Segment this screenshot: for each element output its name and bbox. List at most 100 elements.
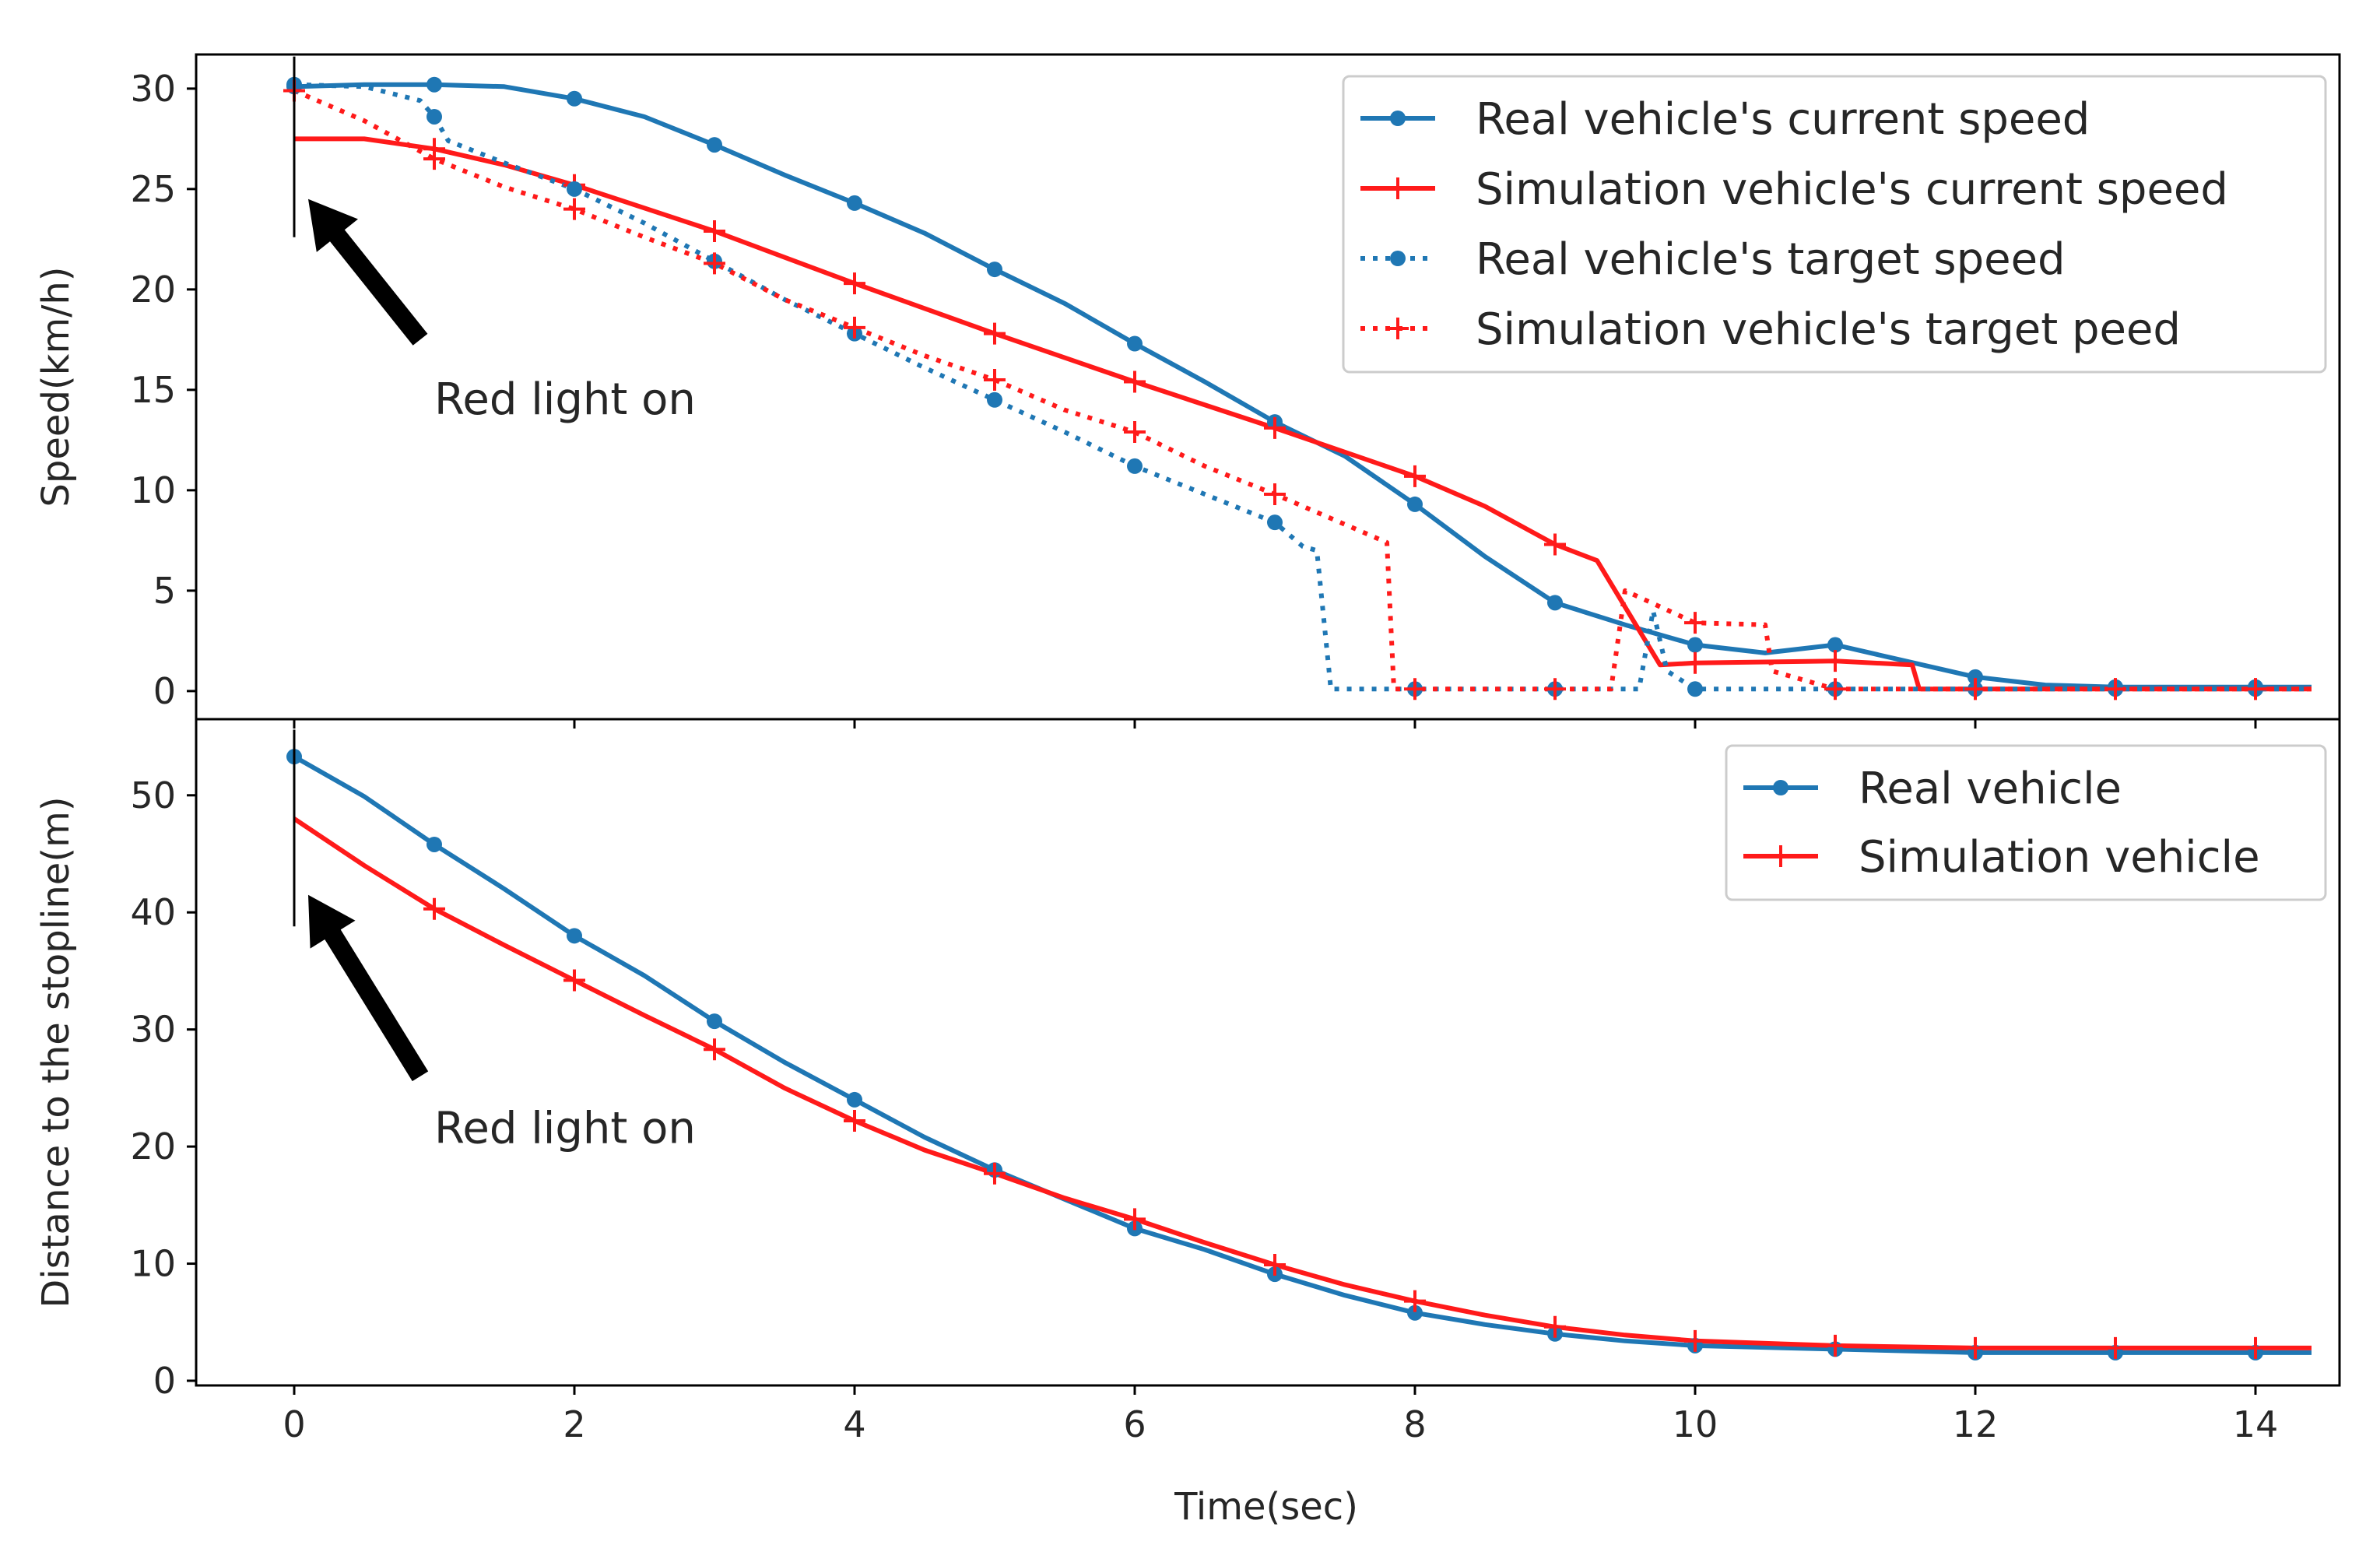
- series-marker-1-0-3: [707, 1013, 722, 1030]
- legend-label: Simulation vehicle: [1859, 832, 2260, 883]
- series-line-0-3: [293, 88, 2312, 692]
- legend-label: Simulation vehicle's target peed: [1476, 304, 2181, 355]
- x-tick-label: 12: [1953, 1403, 1999, 1445]
- x-tick-label: 14: [2233, 1403, 2279, 1445]
- y-tick-label: 30: [130, 68, 176, 110]
- y-tick-label: 25: [130, 168, 176, 210]
- legend: Real vehicle's current speed Simulation v…: [1342, 75, 2327, 374]
- series-marker-0-0-4: [847, 195, 862, 211]
- axes-frame: [195, 718, 2341, 1387]
- x-tick-label: 8: [1403, 1403, 1426, 1445]
- legend: Real vehicle Simulation vehicle: [1725, 744, 2327, 901]
- series-marker-1-1-7: [1404, 1290, 1426, 1312]
- annotation-text: Red light on: [434, 1104, 696, 1154]
- series-marker-0-3-7: [1264, 483, 1286, 506]
- series-marker-0-2-6: [1127, 458, 1143, 474]
- series-marker-0-1-10: [1824, 650, 1846, 672]
- series-marker-0-0-2: [567, 90, 582, 107]
- legend-box: [1342, 75, 2327, 374]
- series-marker-0-2-5: [987, 392, 1002, 408]
- y-tick-label: 10: [130, 1243, 176, 1285]
- series-marker-1-1-0: [423, 897, 445, 920]
- series-marker-1-1-12: [2104, 1336, 2126, 1359]
- series-marker-0-3-8: [1404, 678, 1426, 701]
- series-marker-0-2-2: [567, 181, 582, 197]
- legend-label: Real vehicle's current speed: [1476, 94, 2090, 145]
- series-marker-1-0-1: [427, 836, 442, 852]
- series-marker-0-3-3: [704, 252, 725, 275]
- x-tick-label: 2: [563, 1403, 585, 1445]
- series-marker-0-0-6: [1127, 335, 1143, 352]
- y-tick-label: 0: [153, 670, 176, 712]
- series-marker-0-3-10: [1684, 612, 1706, 634]
- series-line-1-1: [293, 816, 2312, 1350]
- series-marker-0-3-6: [1124, 421, 1146, 444]
- series-marker-0-3-9: [1544, 678, 1566, 701]
- series-marker-1-1-3: [844, 1110, 865, 1132]
- series-marker-1-1-10: [1824, 1334, 1846, 1357]
- series-marker-0-1-5: [1124, 370, 1146, 393]
- series-marker-1-1-6: [1264, 1254, 1286, 1276]
- y-tick-label: 50: [130, 774, 176, 816]
- series-marker-0-3-12: [1964, 678, 1986, 701]
- series-marker-0-1-4: [984, 322, 1006, 345]
- series-marker-0-3-4: [844, 316, 865, 339]
- series-marker-0-1-7: [1404, 465, 1426, 487]
- series-marker-0-1-8: [1544, 533, 1566, 556]
- series-marker-0-3-1: [423, 148, 445, 170]
- series-marker-0-0-9: [1547, 595, 1563, 611]
- series-marker-1-1-4: [984, 1162, 1006, 1185]
- series-line-0-2: [293, 82, 2312, 692]
- series-marker-1-1-5: [1124, 1208, 1146, 1231]
- y-axis-label: Distance to the stopline(m): [34, 796, 78, 1308]
- series-marker-0-0-12: [1968, 669, 1983, 685]
- series-marker-0-1-2: [704, 220, 725, 243]
- legend-marker: [1390, 111, 1406, 126]
- series-marker-0-0-11: [1827, 637, 1843, 653]
- x-tick-label: 4: [843, 1403, 865, 1445]
- series-line-1-0: [293, 754, 2312, 1355]
- series-marker-1-0-4: [847, 1091, 862, 1108]
- annotation-text: Red light on: [434, 374, 696, 425]
- series-marker-0-3-11: [1824, 678, 1846, 701]
- x-axis-label: Time(sec): [1174, 1485, 1358, 1529]
- series-marker-1-1-11: [1964, 1336, 1986, 1359]
- x-tick-label: 10: [1673, 1403, 1718, 1445]
- y-tick-label: 15: [130, 369, 176, 411]
- x-tick-label: 0: [283, 1403, 305, 1445]
- y-tick-label: 0: [153, 1360, 176, 1402]
- annotation-arrow: [308, 894, 429, 1082]
- y-tick-label: 20: [130, 1125, 176, 1168]
- series-marker-0-3-13: [2104, 678, 2126, 701]
- y-tick-label: 20: [130, 269, 176, 311]
- series-marker-0-0-10: [1687, 637, 1703, 653]
- distance-panel: Red light on 0 10 20 30 40 50 0 2 4 6 8 10 12 14 Distan…: [34, 718, 2341, 1445]
- y-tick-label: 10: [130, 469, 176, 511]
- x-tick-label: 6: [1123, 1403, 1146, 1445]
- legend-marker: [1387, 318, 1409, 339]
- speed-panel: Red light on 0 5 10 15 20 25 30 Speed(km/h) Real …: [34, 53, 2341, 729]
- series-marker-0-1-3: [844, 272, 865, 295]
- series-marker-1-1-1: [563, 969, 585, 992]
- series-marker-0-0-1: [427, 76, 442, 93]
- legend-label: Real vehicle: [1859, 764, 2122, 814]
- series-marker-1-1-2: [704, 1038, 725, 1061]
- legend-marker: [1387, 177, 1409, 199]
- series-marker-1-0-8: [1407, 1304, 1423, 1321]
- y-tick-label: 30: [130, 1009, 176, 1051]
- series-marker-0-1-9: [1684, 651, 1706, 674]
- legend-marker: [1390, 251, 1406, 266]
- series-marker-0-1-6: [1264, 416, 1286, 439]
- legend-label: Real vehicle's target speed: [1476, 234, 2066, 285]
- series-line-0-1: [294, 136, 2312, 692]
- series-marker-1-0-2: [567, 928, 582, 944]
- series-marker-0-0-5: [987, 262, 1002, 278]
- legend-box: [1725, 744, 2327, 901]
- y-axis-label: Speed(km/h): [34, 266, 78, 507]
- y-tick-label: 40: [130, 891, 176, 933]
- series-marker-0-0-3: [707, 137, 722, 153]
- legend-label: Simulation vehicle's current speed: [1476, 164, 2228, 215]
- series-marker-0-3-14: [2245, 678, 2266, 701]
- series-marker-0-2-1: [427, 108, 442, 125]
